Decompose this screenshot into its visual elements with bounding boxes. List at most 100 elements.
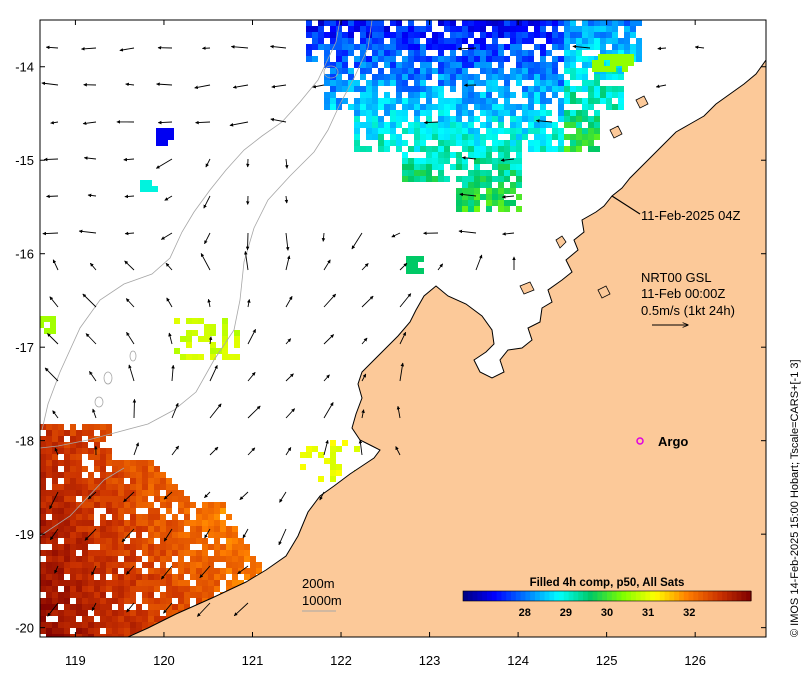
sst-pixel: [444, 20, 450, 26]
sst-pixel: [534, 74, 540, 80]
sst-pixel: [70, 556, 76, 562]
sst-pixel: [522, 50, 528, 56]
sst-pixel: [468, 98, 474, 104]
sst-pixel: [172, 586, 178, 592]
sst-pixel: [486, 170, 492, 176]
sst-pixel: [70, 586, 76, 592]
sst-pixel: [456, 98, 462, 104]
sst-pixel: [208, 544, 214, 550]
sst-pixel: [154, 574, 160, 580]
sst-pixel: [118, 562, 124, 568]
sst-pixel: [450, 32, 456, 38]
sst-pixel: [106, 520, 112, 526]
sst-pixel: [64, 598, 70, 604]
sst-pixel: [88, 562, 94, 568]
sst-pixel: [426, 134, 432, 140]
sst-pixel: [480, 98, 486, 104]
sst-pixel: [154, 520, 160, 526]
sst-pixel: [318, 452, 324, 458]
sst-pixel: [58, 544, 64, 550]
sst-pixel: [612, 104, 618, 110]
sst-pixel: [492, 44, 498, 50]
sst-pixel: [558, 38, 564, 44]
sst-pixel: [106, 484, 112, 490]
sst-pixel: [480, 140, 486, 146]
sst-pixel: [516, 146, 522, 152]
sst-pixel: [432, 146, 438, 152]
sst-pixel: [402, 128, 408, 134]
sst-pixel: [414, 92, 420, 98]
y-tick-label: -19: [15, 527, 34, 542]
sst-pixel: [184, 520, 190, 526]
sst-pixel: [214, 556, 220, 562]
sst-pixel: [516, 170, 522, 176]
sst-pixel: [378, 56, 384, 62]
sst-pixel: [462, 128, 468, 134]
sst-pixel: [540, 98, 546, 104]
sst-pixel: [414, 164, 420, 170]
sst-pixel: [594, 20, 600, 26]
sst-pixel: [594, 122, 600, 128]
sst-pixel: [450, 134, 456, 140]
sst-pixel: [238, 538, 244, 544]
sst-pixel: [396, 122, 402, 128]
sst-pixel: [76, 580, 82, 586]
sst-pixel: [396, 32, 402, 38]
sst-pixel: [366, 134, 372, 140]
sst-pixel: [378, 134, 384, 140]
sst-pixel: [178, 526, 184, 532]
sst-pixel: [426, 164, 432, 170]
sst-pixel: [234, 330, 240, 336]
sst-pixel: [50, 322, 56, 328]
sst-pixel: [510, 50, 516, 56]
sst-pixel: [444, 38, 450, 44]
sst-pixel: [106, 454, 112, 460]
sst-pixel: [178, 490, 184, 496]
sst-pixel: [130, 472, 136, 478]
sst-pixel: [124, 520, 130, 526]
sst-pixel: [492, 68, 498, 74]
sst-pixel: [172, 538, 178, 544]
sst-pixel: [576, 134, 582, 140]
sst-pixel: [202, 520, 208, 526]
sst-pixel: [52, 544, 58, 550]
sst-pixel: [160, 550, 166, 556]
sst-pixel: [196, 562, 202, 568]
sst-pixel: [540, 122, 546, 128]
sst-pixel: [100, 532, 106, 538]
sst-pixel: [46, 508, 52, 514]
sst-pixel: [88, 580, 94, 586]
sst-pixel: [46, 598, 52, 604]
sst-pixel: [414, 74, 420, 80]
sst-pixel: [390, 38, 396, 44]
sst-pixel: [474, 20, 480, 26]
sst-pixel: [462, 110, 468, 116]
sst-pixel: [88, 424, 94, 430]
sst-pixel: [606, 26, 612, 32]
sst-pixel: [486, 182, 492, 188]
sst-pixel: [232, 568, 238, 574]
sst-pixel: [408, 146, 414, 152]
sst-pixel: [468, 170, 474, 176]
sst-pixel: [582, 116, 588, 122]
sst-pixel: [468, 200, 474, 206]
sst-pixel: [456, 200, 462, 206]
sst-pixel: [46, 460, 52, 466]
sst-pixel: [40, 604, 46, 610]
sst-pixel: [136, 472, 142, 478]
sst-pixel: [186, 336, 192, 342]
sst-pixel: [106, 478, 112, 484]
sst-pixel: [112, 568, 118, 574]
sst-pixel: [600, 92, 606, 98]
sst-pixel: [70, 592, 76, 598]
sst-pixel: [124, 502, 130, 508]
sst-pixel: [140, 180, 146, 186]
sst-pixel: [58, 508, 64, 514]
sst-pixel: [594, 26, 600, 32]
sst-pixel: [504, 176, 510, 182]
sst-pixel: [142, 502, 148, 508]
sst-pixel: [88, 430, 94, 436]
sst-pixel: [474, 164, 480, 170]
sst-pixel: [598, 54, 604, 60]
sst-pixel: [70, 460, 76, 466]
